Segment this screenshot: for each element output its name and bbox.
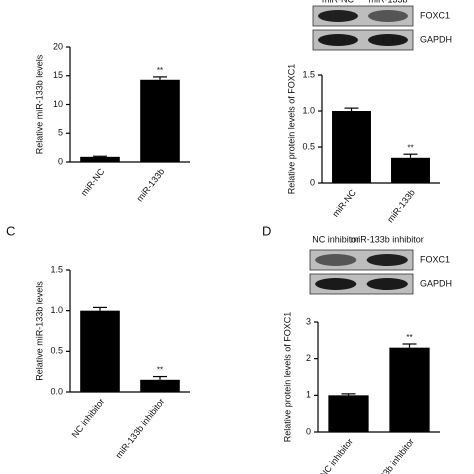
y-axis-label: Relative protein levels of FOXC1 xyxy=(286,64,296,195)
blot-band xyxy=(315,254,357,266)
y-tick-label: 1.5 xyxy=(50,264,63,274)
blot-band xyxy=(318,10,358,22)
x-tick-label: 133b inhibitor xyxy=(375,437,416,474)
blot-band xyxy=(366,278,408,290)
bar xyxy=(391,157,430,183)
significance: ** xyxy=(407,143,413,152)
y-tick-label: 0 xyxy=(310,177,315,187)
y-axis-label: Relative miR-133b levels xyxy=(34,54,44,154)
blot-band xyxy=(366,254,408,266)
band-label: GAPDH xyxy=(420,34,452,44)
y-axis-label: Relative protein levels of FOXC1 xyxy=(282,312,292,443)
blot-band xyxy=(318,34,358,46)
panel-label: D xyxy=(262,223,271,238)
x-tick-label: miR-133b inhibitor xyxy=(114,397,167,461)
blot-band xyxy=(368,10,408,22)
blot-band xyxy=(315,278,357,290)
bar xyxy=(332,111,371,183)
blot-band xyxy=(368,34,408,46)
panel-label: C xyxy=(6,223,15,238)
x-tick-label: NC inhibitor xyxy=(318,437,355,474)
y-tick-label: 2 xyxy=(306,353,311,363)
y-tick-label: 0.0 xyxy=(50,386,63,396)
lane-label: miR-133b xyxy=(368,0,407,4)
band-label: GAPDH xyxy=(420,278,452,288)
bar xyxy=(140,379,180,392)
y-tick-label: 0 xyxy=(58,156,63,166)
y-tick-label: 0.5 xyxy=(302,141,315,151)
bar xyxy=(140,79,180,162)
lane-label: NC inhibitor xyxy=(312,234,359,244)
x-tick-label: miR-133b xyxy=(135,167,167,204)
lane-label: miR-NC xyxy=(322,0,354,4)
bar xyxy=(80,310,120,392)
significance: ** xyxy=(406,333,412,342)
y-tick-label: 3 xyxy=(306,316,311,326)
bar xyxy=(80,156,120,162)
bar xyxy=(389,347,430,432)
x-tick-label: NC inhibitor xyxy=(70,397,107,440)
significance: ** xyxy=(157,366,163,375)
y-tick-label: 1.0 xyxy=(302,105,315,115)
y-tick-label: 5 xyxy=(58,128,63,138)
band-label: FOXC1 xyxy=(420,254,450,264)
y-tick-label: 1.5 xyxy=(302,69,315,79)
y-tick-label: 10 xyxy=(53,99,63,109)
lane-label: miR-133b inhibitor xyxy=(351,234,424,244)
y-tick-label: 0 xyxy=(306,426,311,436)
y-tick-label: 0.5 xyxy=(50,346,63,356)
bar xyxy=(328,395,369,432)
band-label: FOXC1 xyxy=(420,10,450,20)
x-tick-label: miR-NC xyxy=(79,166,107,198)
y-tick-label: 1 xyxy=(306,390,311,400)
y-tick-label: 20 xyxy=(53,41,63,51)
y-tick-label: 15 xyxy=(53,70,63,80)
significance: ** xyxy=(157,66,163,75)
y-axis-label: Relative miR-133b levels xyxy=(34,281,44,381)
x-tick-label: miR-NC xyxy=(330,187,358,219)
x-tick-label: miR-133b xyxy=(385,188,417,225)
y-tick-label: 1.0 xyxy=(50,305,63,315)
